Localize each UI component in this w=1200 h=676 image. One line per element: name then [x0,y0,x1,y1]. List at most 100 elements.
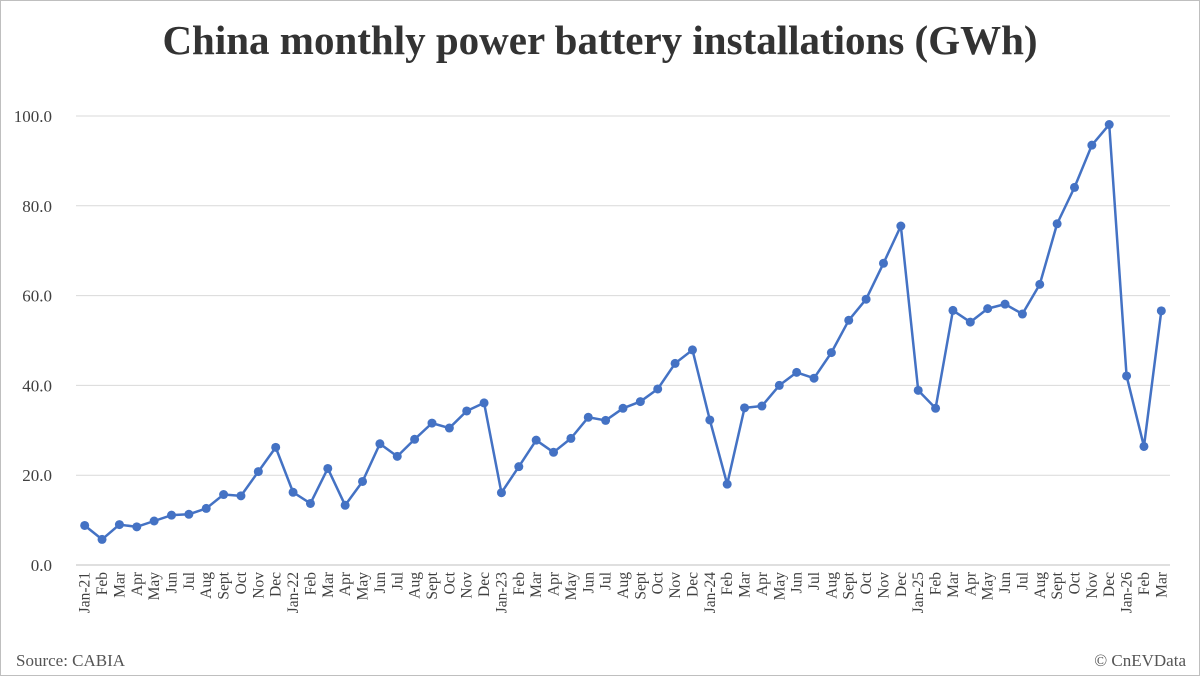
x-tick-label: Mar [945,571,962,598]
x-tick-label: Apr [754,571,771,596]
x-tick-label: Jan-22 [285,572,302,613]
data-point [792,367,802,377]
data-point [531,435,541,445]
data-point [722,479,732,489]
chart-title: China monthly power battery installation… [162,17,1037,63]
x-tick-label: Mar [1153,571,1170,598]
x-tick-label: May [980,572,997,601]
x-tick-label: Mar [320,571,337,598]
data-point [983,304,993,314]
x-tick-label: Jan-21 [77,572,94,613]
y-tick-label: 40.0 [22,376,52,395]
y-tick-label: 80.0 [22,197,52,216]
x-tick-label: Feb [302,572,319,596]
x-tick-label: Aug [823,572,840,599]
data-point [80,520,90,530]
data-point [462,406,472,416]
x-tick-label: Feb [511,572,528,596]
data-point [1000,299,1010,309]
credit-note: © CnEVData [1094,651,1186,670]
data-point [566,433,576,443]
data-point [635,397,645,407]
x-tick-label: Jun [164,572,181,594]
data-point [305,498,315,508]
x-tick-label: Aug [407,572,424,599]
data-point [844,315,854,325]
data-point [114,520,124,530]
x-tick-label: Jan-26 [1119,572,1136,614]
x-tick-label: Aug [615,572,632,599]
data-point [740,403,750,413]
data-point [1052,219,1062,229]
data-point [913,385,923,395]
data-point [705,415,715,425]
x-tick-label: Oct [1066,571,1083,594]
x-tick-label: Oct [441,571,458,594]
x-tick-label: Oct [233,571,250,594]
data-point [167,510,177,520]
data-point [774,380,784,390]
x-tick-label: Sept [632,571,649,599]
data-point [201,503,211,513]
y-tick-label: 100.0 [14,107,52,126]
data-point [601,415,611,425]
x-tick-label: Aug [1032,572,1049,599]
x-tick-label: Jul [181,572,198,590]
x-tick-label: Dec [1101,572,1118,597]
x-tick-label: May [146,572,163,601]
data-point [219,490,229,500]
x-tick-label: Nov [250,572,267,599]
data-point [549,447,559,457]
x-tick-label: May [355,572,372,601]
x-tick-label: Nov [459,572,476,599]
data-point [427,418,437,428]
x-tick-label: Nov [667,572,684,599]
data-point [444,423,454,433]
x-tick-label: Jan-23 [493,572,510,614]
data-point [931,403,941,413]
y-tick-label: 0.0 [31,556,52,575]
data-point [757,401,767,411]
data-point [809,373,819,383]
x-tick-label: Apr [337,571,354,596]
data-point [375,439,385,449]
data-point [97,534,107,544]
data-point [1122,371,1132,381]
x-tick-label: Dec [476,572,493,597]
y-tick-label: 20.0 [22,466,52,485]
data-point [149,516,159,526]
data-point [1139,441,1149,451]
data-point [1156,306,1166,316]
data-point [1069,182,1079,192]
data-point [826,348,836,358]
x-tick-label: Feb [1136,572,1153,596]
y-tick-label: 60.0 [22,287,52,306]
data-point [583,412,593,422]
x-tick-label: Nov [1084,572,1101,599]
x-tick-label: Dec [893,572,910,597]
data-point [410,434,420,444]
x-tick-label: Mar [737,571,754,598]
data-point [323,463,333,473]
x-tick-label: Apr [962,571,979,596]
x-tick-label: Feb [719,572,736,596]
source-note: Source: CABIA [16,651,126,670]
x-tick-label: Mar [528,571,545,598]
x-tick-label: Apr [129,571,146,596]
x-tick-label: Jan-25 [910,572,927,614]
data-point [392,451,402,461]
x-tick-label: Sept [1049,571,1066,599]
x-tick-label: Sept [424,571,441,599]
x-tick-label: Jan-24 [702,572,719,614]
x-tick-label: Sept [841,571,858,599]
data-point [1087,140,1097,150]
data-point [514,462,524,472]
x-tick-label: Feb [928,572,945,596]
data-point [861,294,871,304]
x-tick-label: Oct [858,571,875,594]
x-tick-label: Mar [111,571,128,598]
data-point [653,384,663,394]
data-point [496,488,506,498]
x-tick-label: Jun [580,572,597,594]
data-point [340,500,350,510]
